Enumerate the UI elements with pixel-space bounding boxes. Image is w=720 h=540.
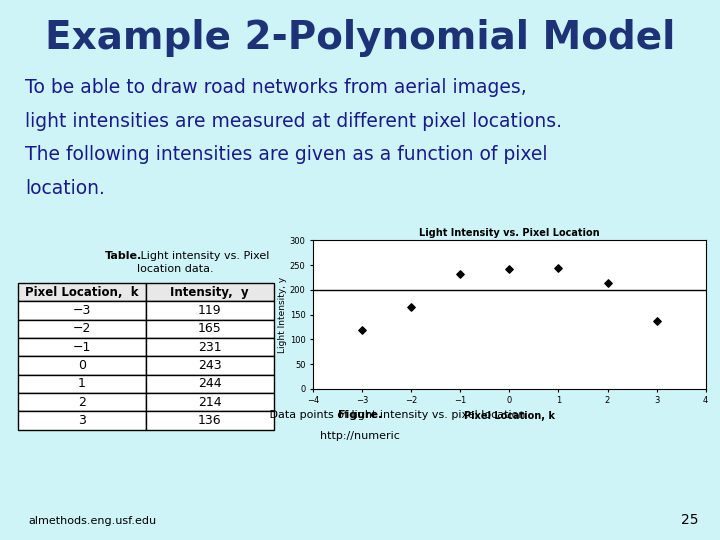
Text: The following intensities are given as a function of pixel: The following intensities are given as a…: [25, 145, 548, 164]
Text: Light intensity vs. Pixel
location data.: Light intensity vs. Pixel location data.: [137, 251, 269, 274]
Text: location.: location.: [25, 179, 105, 198]
Text: light intensities are measured at different pixel locations.: light intensities are measured at differ…: [25, 112, 562, 131]
Text: almethods.eng.usf.edu: almethods.eng.usf.edu: [29, 516, 157, 526]
Point: [405, 303, 417, 312]
Text: Table.: Table.: [104, 251, 142, 261]
X-axis label: Pixel Location, k: Pixel Location, k: [464, 411, 555, 421]
Point: [504, 264, 516, 273]
Point: [651, 317, 662, 326]
Text: http://numeric: http://numeric: [320, 431, 400, 441]
Y-axis label: Light Intensity, y: Light Intensity, y: [278, 276, 287, 353]
Title: Light Intensity vs. Pixel Location: Light Intensity vs. Pixel Location: [419, 228, 600, 238]
Text: 25: 25: [681, 512, 698, 526]
Text: Figure.: Figure.: [338, 410, 382, 421]
Point: [454, 270, 466, 279]
Text: Data points of light intensity vs. pixel location: Data points of light intensity vs. pixel…: [266, 410, 526, 421]
Point: [356, 326, 368, 334]
Text: Example 2-Polynomial Model: Example 2-Polynomial Model: [45, 19, 675, 57]
Text: To be able to draw road networks from aerial images,: To be able to draw road networks from ae…: [25, 78, 527, 97]
Point: [602, 279, 613, 287]
Point: [553, 264, 564, 272]
